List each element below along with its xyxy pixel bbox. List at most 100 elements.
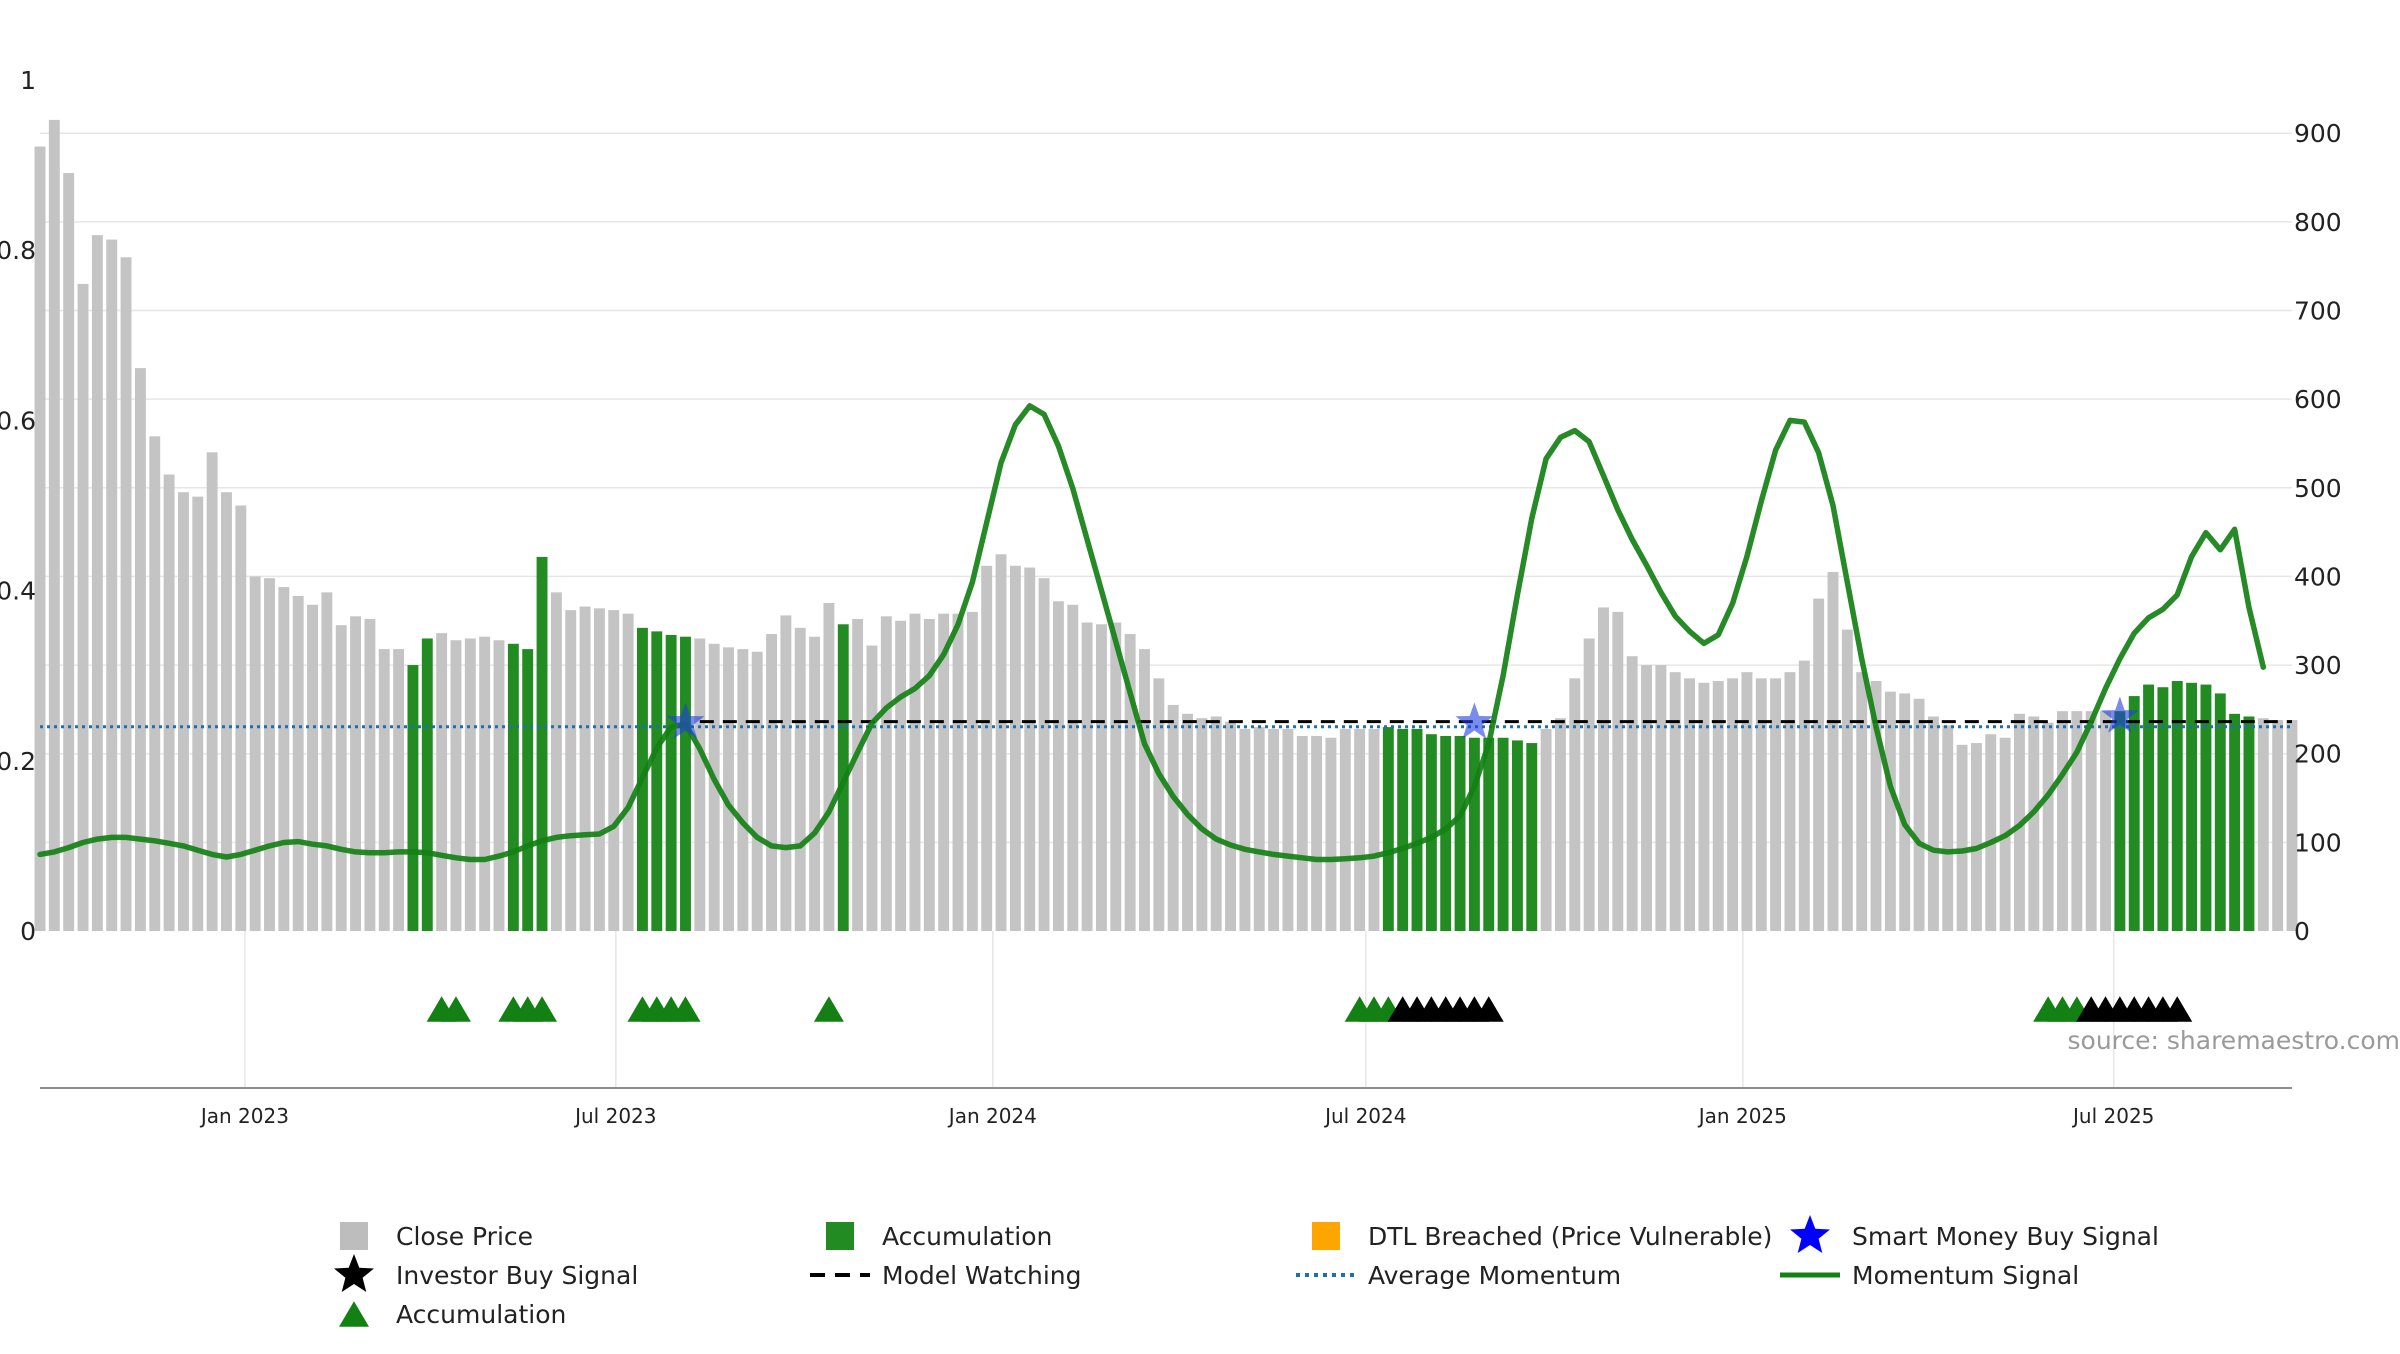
close-price-bar [694,638,705,931]
close-price-bar [1110,623,1121,931]
close-price-bar [766,634,777,931]
close-price-bar [364,619,375,931]
close-price-bar [207,452,218,931]
close-price-bar [494,640,505,931]
legend-item: Smart Money Buy Signal [1790,1215,2159,1253]
close-price-bar [1942,725,1953,931]
close-price-bar [780,615,791,931]
accumulation-bar [680,637,691,931]
right-axis-tick-label: 100 [2294,828,2342,857]
close-price-bar [1053,601,1064,931]
close-price-bar [2043,723,2054,931]
close-price-bar [1225,722,1236,931]
close-price-bar [1082,623,1093,931]
legend-swatch [826,1222,854,1250]
left-axis-tick-label: 0.8 [0,236,36,265]
close-price-bar [1756,678,1767,931]
x-axis-tick-label: Jul 2023 [573,1104,656,1128]
close-price-bar [795,628,806,931]
legend-triangle [339,1301,369,1327]
close-price-bar [1268,729,1279,931]
close-price-bar [1010,566,1021,931]
legend-item: Accumulation [826,1222,1052,1251]
close-price-bar [852,619,863,931]
close-price-bar [121,257,132,931]
close-price-bar [178,492,189,931]
close-price-bar [2028,716,2039,931]
legend-label: Momentum Signal [1852,1261,2079,1290]
legend-item: Close Price [340,1222,533,1251]
close-price-bar [1985,734,1996,931]
accumulation-bar [651,631,662,931]
close-price-bar [551,592,562,931]
close-price-bar [149,436,160,931]
close-price-bar [1039,578,1050,931]
accumulation-bar [508,644,519,931]
close-price-bar [1627,656,1638,931]
right-axis-tick-label: 300 [2294,651,2342,680]
close-price-bar [250,576,261,931]
close-price-bar [1369,729,1380,931]
close-price-bar [1584,638,1595,931]
close-price-bar [465,638,476,931]
close-price-bar [737,649,748,931]
right-axis-tick-label: 800 [2294,208,2342,237]
legend-label: Accumulation [396,1300,566,1329]
close-price-bar [565,610,576,931]
close-price-bar [1828,572,1839,931]
accumulation-bar [1383,727,1394,931]
close-price-bar [307,605,318,931]
close-price-bar [1541,729,1552,931]
accumulation-bar [1498,738,1509,931]
close-price-bar [723,647,734,931]
close-price-bar [1698,683,1709,931]
y-gridlines [40,133,2292,842]
close-price-bar [910,614,921,931]
close-price-bar [49,120,60,931]
legend-label: Average Momentum [1368,1261,1621,1290]
close-price-bar [192,497,203,931]
close-price-bar [1741,672,1752,931]
right-axis-tick-label: 900 [2294,119,2342,148]
close-price-bar [106,240,117,931]
close-price-bar [1785,672,1796,931]
close-price-bar [235,506,246,932]
close-price-bar [895,621,906,931]
accumulation-bar [2114,711,2125,931]
legend-item: Accumulation [339,1300,566,1329]
close-price-bar [608,610,619,931]
close-price-bar [278,587,289,931]
accumulation-bar [1412,729,1423,931]
close-price-bar [1067,605,1078,931]
x-axis-tick-label: Jan 2024 [947,1104,1037,1128]
close-price-bar [321,592,332,931]
close-price-bar [1182,714,1193,931]
close-price-bar [1928,716,1939,931]
legend-label: Accumulation [882,1222,1052,1251]
x-axis-tick-label: Jul 2025 [2071,1104,2154,1128]
close-price-bar [1326,738,1337,931]
legend-item: DTL Breached (Price Vulnerable) [1312,1222,1772,1251]
legend-label: Model Watching [882,1261,1082,1290]
source-label: source: sharemaestro.com [2068,1026,2400,1055]
close-price-bar [92,235,103,931]
close-price-bar [336,625,347,931]
legend-label: Close Price [396,1222,533,1251]
accumulation-bar [1526,743,1537,931]
close-price-bar [823,603,834,931]
accumulation-bar [2215,693,2226,931]
close-price-bar [1598,607,1609,931]
accumulation-bar [1512,740,1523,931]
left-axis-tick-label: 0.6 [0,406,36,435]
legend-swatch [1312,1222,1340,1250]
right-axis-tick-label: 500 [2294,474,2342,503]
legend-star [334,1254,374,1292]
close-price-bar [221,492,232,931]
close-price-bar [1153,678,1164,931]
close-price-bar [451,640,462,931]
close-price-bar [2258,718,2269,931]
close-price-bar [135,368,146,931]
